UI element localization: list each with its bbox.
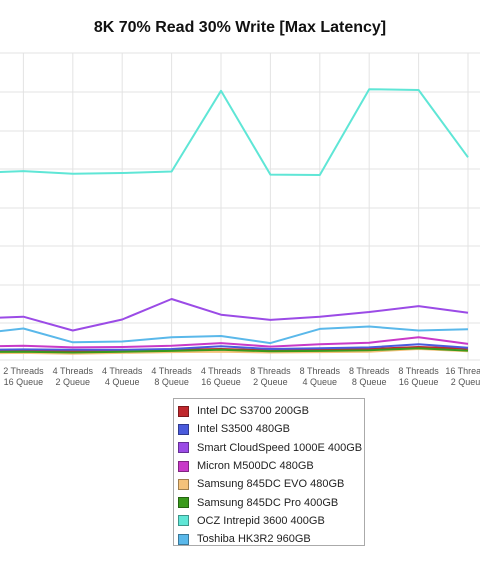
legend-item: Samsung 845DC Pro 400GB — [178, 493, 364, 511]
legend-label: Toshiba HK3R2 960GB — [197, 533, 311, 546]
legend-item: Smart CloudSpeed 1000E 400GB — [178, 439, 364, 457]
series-line-micron-m500dc-480gb — [0, 336, 469, 349]
series-line-smart-cloudspeed-1000e-400gb — [0, 298, 469, 332]
series-line-samsung-845dc-evo-480gb — [0, 348, 469, 355]
series-line-ocz-intrepid-3600-400gb — [0, 88, 469, 176]
chart-title: 8K 70% Read 30% Write [Max Latency] — [93, 19, 387, 36]
x-tick-label: 2 Threads 16 Queue — [3, 366, 44, 387]
legend-item: Samsung 845DC EVO 480GB — [178, 475, 364, 493]
x-tick-label: 4 Threads 16 Queue — [201, 366, 242, 387]
chart-legend: Intel DC S3700 200GB Intel S3500 480GB Sma… — [173, 398, 365, 546]
legend-item: Intel DC S3700 200GB — [178, 402, 364, 420]
x-tick-label: 4 Threads 8 Queue — [151, 366, 192, 387]
series-line-toshiba-hk3r2-960gb — [0, 325, 469, 345]
x-tick-label: 8 Threads 8 Queue — [349, 366, 390, 387]
legend-swatch — [178, 405, 189, 417]
legend-swatch — [178, 515, 189, 527]
legend-label: Intel S3500 480GB — [197, 423, 290, 436]
legend-swatch — [178, 423, 189, 435]
x-tick-label: 8 Threads 2 Queue — [250, 366, 291, 387]
legend-swatch — [178, 460, 189, 472]
legend-swatch — [178, 497, 189, 509]
legend-swatch — [178, 442, 189, 454]
x-tick-label: 4 Threads 4 Queue — [102, 366, 143, 387]
x-tick-label: 8 Threads 4 Queue — [300, 366, 341, 387]
legend-item: Intel S3500 480GB — [178, 420, 364, 438]
x-tick-label: 4 Threads 2 Queue — [53, 366, 94, 387]
legend-label: Samsung 845DC Pro 400GB — [197, 496, 339, 509]
legend-label: Smart CloudSpeed 1000E 400GB — [197, 441, 363, 454]
legend-label: Micron M500DC 480GB — [197, 460, 314, 473]
legend-label: Samsung 845DC EVO 480GB — [197, 478, 345, 491]
legend-item: OCZ Intrepid 3600 400GB — [178, 512, 364, 530]
legend-item: Micron M500DC 480GB — [178, 457, 364, 475]
legend-label: OCZ Intrepid 3600 400GB — [197, 514, 325, 527]
legend-item: Toshiba HK3R2 960GB — [178, 530, 364, 548]
legend-swatch — [178, 533, 189, 545]
series-line-intel-s3500-480gb — [0, 343, 469, 351]
x-tick-label: 8 Threads 16 Queue — [398, 366, 439, 387]
legend-label: Intel DC S3700 200GB — [197, 405, 309, 418]
legend-swatch — [178, 478, 189, 490]
series-line-samsung-845dc-pro-400gb — [0, 347, 469, 354]
